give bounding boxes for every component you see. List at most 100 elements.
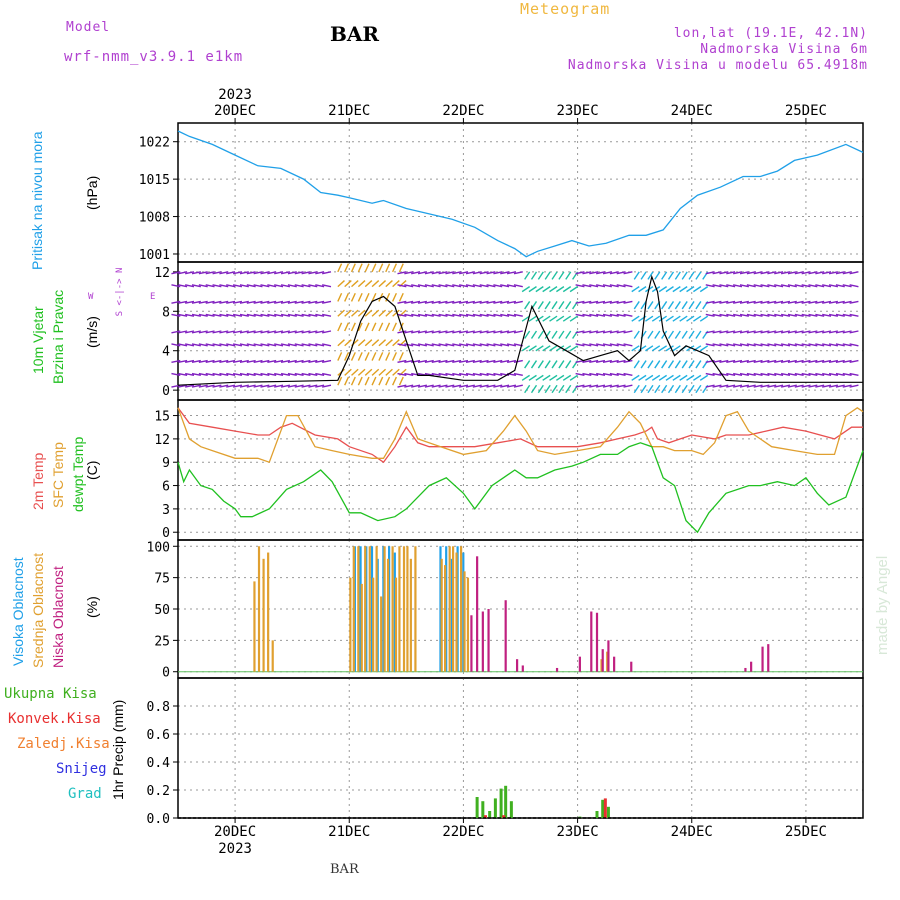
wind-barb bbox=[596, 330, 606, 334]
wind-barb bbox=[246, 343, 256, 347]
wind-barb bbox=[513, 330, 523, 334]
wind-barb bbox=[274, 372, 284, 377]
wind-barb bbox=[692, 286, 702, 293]
wind-barb bbox=[417, 330, 428, 334]
wind-barb bbox=[500, 313, 510, 317]
wind-barb bbox=[616, 300, 626, 304]
wind-barb bbox=[623, 384, 633, 388]
wind-barb bbox=[849, 330, 859, 334]
footer-station: BAR bbox=[330, 862, 359, 877]
wind-barb bbox=[397, 271, 407, 275]
wind-barb bbox=[212, 372, 222, 377]
wind-barb bbox=[417, 284, 428, 288]
wind-barb bbox=[674, 330, 681, 339]
wind-barb bbox=[631, 315, 640, 322]
wind-barb bbox=[596, 300, 606, 304]
wind-barb bbox=[253, 271, 263, 275]
wind-barb bbox=[609, 330, 619, 334]
wind-barb bbox=[178, 359, 188, 364]
wind-barb bbox=[411, 300, 421, 304]
wind-barb bbox=[198, 372, 208, 377]
wind-barb bbox=[212, 343, 222, 347]
high-cloud-bar bbox=[382, 546, 385, 672]
wind-barb bbox=[808, 300, 818, 304]
wind-barb bbox=[226, 359, 236, 364]
wind-barb bbox=[549, 315, 558, 322]
wind-barb bbox=[733, 300, 743, 304]
wind-barb bbox=[513, 271, 523, 275]
wind-barb bbox=[651, 374, 661, 381]
wind-barb bbox=[739, 271, 749, 275]
wind-barb bbox=[815, 343, 825, 347]
wind-barb bbox=[205, 343, 215, 347]
wind-barb bbox=[542, 374, 551, 381]
wind-barb bbox=[287, 343, 297, 347]
ytick-label: 1001 bbox=[139, 248, 170, 263]
wind-barb bbox=[623, 372, 633, 377]
wind-barb bbox=[479, 313, 489, 317]
wind-barb bbox=[787, 343, 797, 347]
wind-barb bbox=[640, 360, 647, 369]
panel-frame bbox=[177, 677, 864, 819]
wind-barb bbox=[801, 284, 811, 288]
wind-barb bbox=[294, 343, 304, 347]
xtick-label-top: 25DEC bbox=[785, 103, 827, 119]
wind-barb bbox=[246, 271, 256, 275]
wind-barb bbox=[479, 359, 489, 364]
wind-barb bbox=[364, 352, 370, 361]
wind-barb bbox=[665, 345, 674, 352]
wind-barb bbox=[640, 271, 647, 280]
wind-barb bbox=[815, 300, 825, 304]
wind-barb bbox=[267, 359, 277, 364]
ytick-label: 0.4 bbox=[147, 756, 171, 771]
compass-e: E bbox=[150, 292, 155, 302]
wind-barb bbox=[733, 313, 743, 317]
wind-barb bbox=[232, 330, 243, 334]
legend-conv-precip: Konvek.Kisa bbox=[8, 711, 101, 727]
wind-barb bbox=[417, 271, 428, 275]
wind-barb bbox=[246, 372, 256, 377]
wind-barb bbox=[315, 313, 325, 317]
wind-barb bbox=[835, 271, 845, 275]
wind-barb bbox=[602, 271, 612, 275]
wind-barb bbox=[280, 384, 291, 388]
mid-cloud-bar bbox=[459, 546, 463, 672]
wind-barb bbox=[344, 376, 350, 386]
wind-barb bbox=[760, 372, 770, 377]
wind-barb bbox=[674, 360, 681, 369]
mid-cloud-bar bbox=[372, 577, 375, 672]
wind-barb bbox=[524, 384, 531, 394]
wind-barb bbox=[371, 263, 377, 273]
wind-barb bbox=[726, 313, 736, 317]
wind-barb bbox=[596, 313, 606, 317]
wind-barb bbox=[205, 330, 215, 334]
low-cloud-bar bbox=[515, 659, 519, 672]
legend-grad: Grad bbox=[68, 786, 102, 802]
wind-barb bbox=[385, 263, 391, 273]
wind-barb bbox=[351, 280, 359, 288]
wind-barb bbox=[801, 384, 811, 388]
wind-barb bbox=[787, 359, 797, 364]
wind-barb bbox=[301, 359, 311, 364]
wind-barb bbox=[719, 330, 729, 334]
wind-barb bbox=[301, 330, 311, 334]
wind-barb bbox=[712, 284, 722, 288]
wind-barb bbox=[411, 271, 421, 275]
wind-barb bbox=[274, 271, 284, 275]
wind-barb bbox=[253, 313, 263, 317]
wind-barb bbox=[371, 280, 380, 288]
wind-barb bbox=[562, 315, 572, 322]
wind-barb bbox=[760, 359, 770, 364]
mid-cloud-bar bbox=[398, 546, 401, 672]
wind-barb bbox=[171, 359, 181, 364]
wind-barb bbox=[705, 330, 715, 334]
mid-cloud-bar bbox=[352, 546, 355, 672]
wind-barb bbox=[551, 330, 558, 339]
wind-barb bbox=[535, 345, 544, 352]
high-cloud-bar bbox=[393, 552, 396, 672]
wind-barb bbox=[301, 284, 311, 288]
wind-barb bbox=[301, 300, 311, 304]
wind-barb bbox=[294, 313, 304, 317]
wind-barb bbox=[398, 376, 404, 386]
wind-barb bbox=[633, 301, 640, 310]
